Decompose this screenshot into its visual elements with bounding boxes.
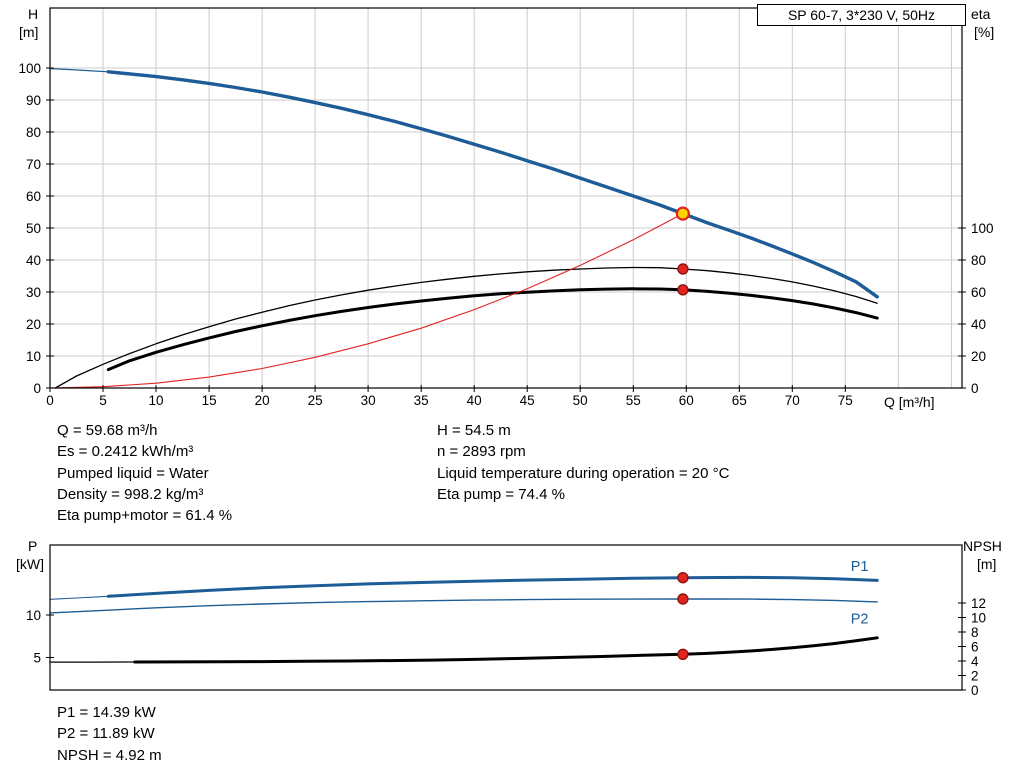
x-axis-tick-label: 5 — [99, 393, 107, 408]
x-axis-tick-label: 65 — [732, 393, 747, 408]
right-axis-tick-label: 100 — [971, 221, 994, 236]
stat-eta-pump-motor: Eta pump+motor = 61.4 % — [57, 507, 233, 525]
x-axis-tick-label: 20 — [255, 393, 270, 408]
duty-point[interactable] — [675, 206, 691, 221]
right-axis-tick-label: 60 — [971, 285, 986, 300]
axis-unit-eta: [%] — [974, 24, 995, 40]
p1-curve-lead — [49, 595, 109, 600]
qh-efficiency-chart: 0 5 10 15 20 25 30 35 40 45 50 55 60 65 70 75 0 10 20 30 40 5… — [18, 7, 994, 408]
x-axis-tick-label: 55 — [626, 393, 641, 408]
plot-border — [49, 544, 963, 691]
head-curve-lead — [49, 67, 109, 73]
axis-label-flow: Q [m³/h] — [884, 394, 935, 410]
stat-p2: P2 = 11.89 kW — [57, 725, 155, 743]
series-label-p1: P1 — [851, 559, 869, 575]
axis-unit-npsh: [m] — [977, 556, 997, 572]
x-axis-tick-label: 40 — [467, 393, 482, 408]
right-axis-tick-label: 10 — [971, 610, 986, 625]
x-axis-tick-label: 45 — [520, 393, 535, 408]
stat-head: H = 54.5 m — [437, 422, 511, 439]
x-axis-tick-label: 75 — [838, 393, 853, 408]
right-axis-tick-label: 20 — [971, 349, 986, 364]
stat-p1: P1 = 14.39 kW — [57, 704, 156, 721]
x-axis-tick-label: 30 — [361, 393, 376, 408]
plot-border — [49, 7, 963, 389]
power-stats-block: P1 = 14.39 kW P2 = 11.89 kW NPSH = 4.92 … — [57, 702, 162, 766]
left-axis-tick-label: 0 — [33, 381, 41, 396]
eta-pump-curve — [54, 266, 878, 389]
eta-pump-motor-curve — [106, 287, 879, 372]
axis-unit-head: [m] — [19, 24, 39, 40]
p1-curve — [106, 575, 879, 598]
axis-label-power: P — [28, 538, 38, 554]
eta-pump-operating-point — [677, 263, 689, 275]
duty-stats-right-column: H = 54.5 m n = 2893 rpm Liquid temperatu… — [437, 420, 729, 505]
stat-specific-energy: Es = 0.2412 kWh/m³ — [57, 443, 194, 461]
stat-eta-pump: Eta pump = 74.4 % — [437, 485, 565, 503]
x-axis-tick-label: 70 — [785, 393, 800, 408]
left-axis-tick-label: 30 — [26, 285, 41, 300]
x-axis-tick-label: 60 — [679, 393, 694, 408]
left-axis-tick-label: 10 — [26, 608, 41, 623]
left-axis-tick-label: 100 — [18, 61, 41, 76]
p2-operating-point — [677, 593, 689, 605]
axis-label-head: H — [28, 6, 39, 22]
left-axis-tick-label: 5 — [33, 650, 41, 665]
stat-npsh: NPSH = 4.92 m — [57, 746, 162, 764]
stat-speed: n = 2893 rpm — [437, 443, 526, 461]
stat-flow: Q = 59.68 m³/h — [57, 422, 158, 439]
right-axis-tick-label: 80 — [971, 253, 986, 268]
pump-model-title: SP 60-7, 3*230 V, 50Hz — [757, 4, 966, 26]
x-axis-tick-label: 35 — [414, 393, 429, 408]
axis-label-eta: eta — [971, 6, 991, 22]
right-axis-tick-label: 2 — [971, 668, 979, 683]
stat-density: Density = 998.2 kg/m³ — [57, 485, 204, 503]
npsh-curve — [133, 636, 879, 664]
left-axis-tick-label: 40 — [26, 253, 41, 268]
x-axis-tick-label: 50 — [573, 393, 588, 408]
left-axis-tick-label: 70 — [26, 157, 41, 172]
left-axis-tick-label: 50 — [26, 221, 41, 236]
right-axis-tick-label: 0 — [971, 381, 979, 396]
left-axis-tick-label: 10 — [26, 349, 41, 364]
p2-curve — [49, 598, 878, 614]
p1-operating-point — [677, 572, 689, 584]
right-axis-tick-label: 12 — [971, 596, 986, 611]
duty-stats-left-column: Q = 59.68 m³/h Es = 0.2412 kWh/m³ Pumped… — [57, 420, 232, 526]
system-curve — [49, 213, 684, 389]
x-axis-tick-label: 15 — [202, 393, 217, 408]
npsh-operating-point — [677, 648, 689, 661]
x-axis-tick-label: 25 — [308, 393, 323, 408]
right-axis-tick-label: 4 — [971, 654, 979, 669]
right-axis-tick-label: 8 — [971, 625, 979, 640]
right-axis-tick-label: 40 — [971, 317, 986, 332]
head-curve — [106, 70, 879, 299]
left-axis-tick-label: 90 — [26, 93, 41, 108]
eta-pump-motor-operating-point — [677, 284, 689, 296]
stat-pumped-liquid: Pumped liquid = Water — [57, 464, 209, 482]
x-axis-tick-label: 0 — [46, 393, 54, 408]
left-axis-tick-label: 20 — [26, 317, 41, 332]
right-axis-tick-label: 6 — [971, 639, 979, 654]
left-axis-tick-label: 80 — [26, 125, 41, 140]
stat-liquid-temperature: Liquid temperature during operation = 20… — [437, 464, 730, 482]
left-axis-tick-label: 60 — [26, 189, 41, 204]
axis-label-npsh: NPSH — [963, 538, 1002, 554]
axis-unit-power: [kW] — [16, 556, 44, 572]
series-label-p2: P2 — [851, 612, 869, 628]
x-axis-tick-label: 10 — [148, 393, 163, 408]
right-axis-tick-label: 0 — [971, 683, 979, 698]
